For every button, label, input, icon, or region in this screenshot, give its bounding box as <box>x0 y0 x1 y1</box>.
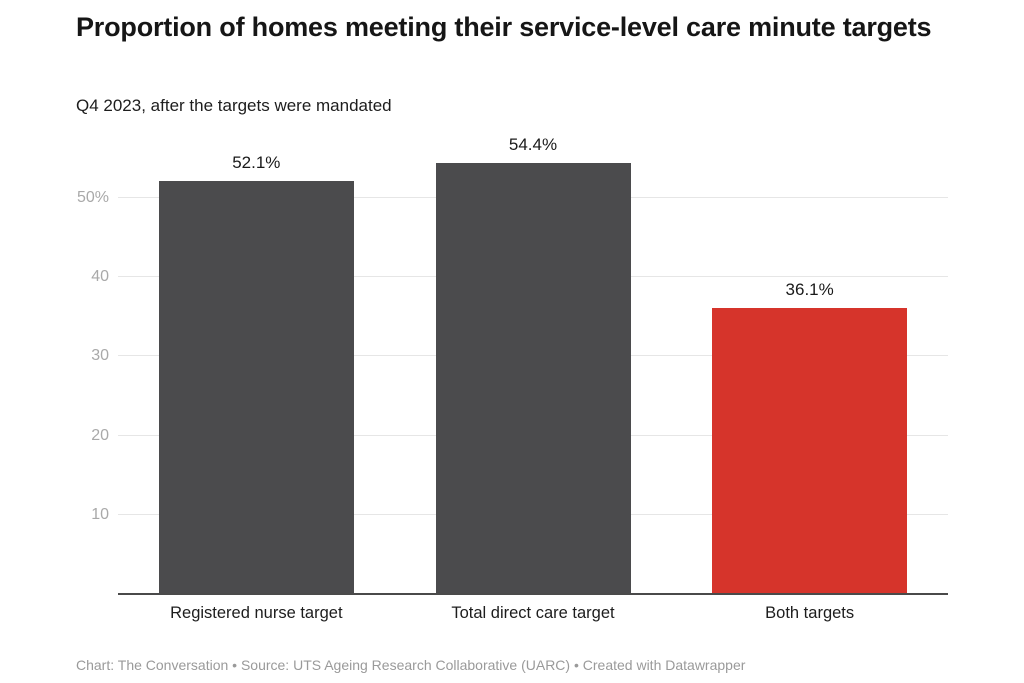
plot-area: 10 20 30 40 50% 52.1% Registered nurse target 5… <box>77 135 948 622</box>
bar-value-label: 52.1% <box>232 153 281 173</box>
bar <box>435 162 631 594</box>
y-tick-label: 20 <box>91 426 109 444</box>
bar-value-label: 36.1% <box>785 279 834 299</box>
y-tick-label: 50% <box>76 188 109 206</box>
x-axis-baseline <box>118 593 948 595</box>
y-tick-label: 30 <box>91 347 109 365</box>
bar <box>712 307 908 594</box>
chart-footer: Chart: The Conversation • Source: UTS Ag… <box>76 657 746 673</box>
bar-value-label: 54.4% <box>508 134 558 154</box>
category-label: Registered nurse target <box>170 604 343 622</box>
chart-title: Proportion of homes meeting their servic… <box>76 12 932 42</box>
bar <box>158 181 354 594</box>
category-label: Both targets <box>765 604 855 622</box>
y-tick-label: 10 <box>91 505 109 523</box>
chart-subtitle: Q4 2023, after the targets were mandated <box>76 96 392 115</box>
y-tick-label: 40 <box>91 268 109 286</box>
category-label: Total direct care target <box>451 604 615 622</box>
